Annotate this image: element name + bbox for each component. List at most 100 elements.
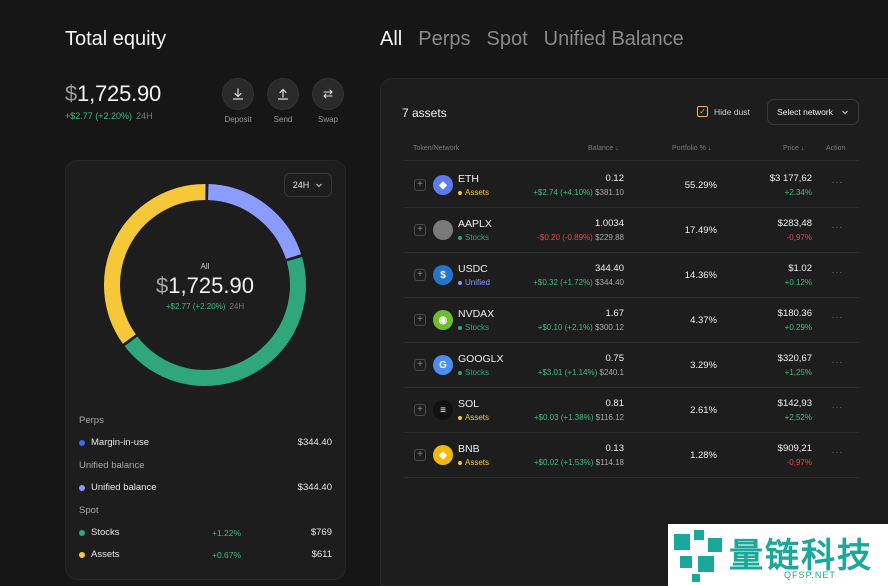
token-category: Assets	[458, 188, 489, 197]
expand-button[interactable]: +	[414, 179, 426, 191]
more-icon[interactable]: ···	[831, 267, 843, 278]
table-row[interactable]: + $ USDC Unified 344.40 +$0.32 (+1.72%) $344.…	[404, 253, 859, 298]
hide-dust-toggle[interactable]: ✓ Hide dust	[697, 106, 750, 117]
legend-heading-perps: Perps	[79, 415, 104, 426]
balance-amount: 0.12	[605, 173, 625, 184]
portfolio-percent: 1.28%	[690, 450, 717, 461]
col-header-token: Token/Network	[413, 145, 460, 152]
price-change: +1,25%	[784, 368, 812, 377]
token-symbol: SOL	[458, 398, 480, 410]
balance-amount: 0.13	[605, 443, 625, 454]
balance-change: +$2.74 (+4.10%) $381.10	[533, 188, 624, 197]
more-icon[interactable]: ···	[831, 402, 843, 413]
deposit-button[interactable]: Deposit	[222, 78, 254, 124]
col-header-balance[interactable]: Balance ↓	[588, 145, 619, 152]
donut-all-label: All	[200, 262, 210, 271]
tab-unified-balance[interactable]: Unified Balance	[543, 28, 684, 50]
token-category: Assets	[458, 458, 489, 467]
col-header-price[interactable]: Price ↓	[783, 145, 805, 152]
col-header-portfolio[interactable]: Portfolio % ↓	[672, 145, 712, 152]
send-label: Send	[273, 115, 293, 124]
send-button[interactable]: Send	[267, 78, 299, 124]
balance-change: +$0.32 (+1.72%) $344.40	[533, 278, 624, 287]
donut-slice-assets	[104, 184, 206, 344]
checkbox-icon[interactable]: ✓	[697, 106, 708, 117]
token-logo-icon: ◆	[433, 175, 453, 195]
token-price: $142,93	[777, 398, 812, 409]
token-category: Assets	[458, 413, 489, 422]
watermark-text: 量链科技	[729, 536, 873, 576]
portfolio-percent: 2.61%	[690, 405, 717, 416]
expand-button[interactable]: +	[414, 314, 426, 326]
table-row[interactable]: + G GOOGLX Stocks 0.75 +$3.01 (+1.14%) $240.1…	[404, 343, 859, 388]
legend-dot	[79, 551, 85, 558]
price-change: +2.34%	[784, 188, 812, 197]
token-price: $283,48	[777, 218, 812, 229]
expand-button[interactable]: +	[414, 449, 426, 461]
balance-amount: 1.67	[605, 308, 625, 319]
balance-change: +$0.02 (+1.53%) $114.18	[533, 458, 624, 467]
table-row[interactable]: + ≡ SOL Assets 0.81 +$0.03 (+1.38%) $116.12 2.…	[404, 388, 859, 433]
legend-dot	[79, 529, 85, 536]
token-price: $180.36	[777, 308, 812, 319]
expand-button[interactable]: +	[414, 359, 426, 371]
expand-button[interactable]: +	[414, 224, 426, 236]
network-select[interactable]: Select network	[767, 99, 859, 125]
token-category: Stocks	[458, 368, 489, 377]
watermark-logo-icon	[674, 530, 722, 582]
donut-change: +$2.77 (+2.20%) 24H	[165, 302, 245, 311]
portfolio-donut-chart	[104, 184, 306, 386]
more-icon[interactable]: ···	[831, 312, 843, 323]
balance-amount: 0.81	[605, 398, 625, 409]
token-logo-icon: $	[433, 265, 453, 285]
token-category: Stocks	[458, 233, 489, 242]
token-symbol: USDC	[458, 263, 488, 275]
token-price: $1.02	[788, 263, 812, 274]
portfolio-percent: 4.37%	[690, 315, 717, 326]
legend-row-assets: Assets +0.67% $611	[79, 549, 332, 560]
swap-button[interactable]: Swap	[312, 78, 344, 124]
tab-perps[interactable]: Perps	[418, 28, 471, 50]
expand-button[interactable]: +	[414, 404, 426, 416]
token-logo-icon: ◈	[433, 445, 453, 465]
price-change: +0.12%	[784, 278, 812, 287]
token-category: Stocks	[458, 323, 489, 332]
chevron-down-icon	[842, 110, 848, 115]
price-change: +0.29%	[784, 323, 812, 332]
price-change: +2,52%	[784, 413, 812, 422]
equity-change: +$2.77 (+2.20%) 24H	[65, 111, 153, 121]
table-row[interactable]: + AAPLX Stocks 1.0034 -$0.20 (-0.89%) $229.8…	[404, 208, 859, 253]
table-row[interactable]: + ◉ NVDAX Stocks 1.67 +$0.10 (+2.1%) $300.12 4…	[404, 298, 859, 343]
token-symbol: BNB	[458, 443, 480, 455]
watermark-url: QFSP.NET	[784, 570, 836, 580]
watermark-box	[668, 524, 888, 586]
more-icon[interactable]: ···	[831, 177, 843, 188]
more-icon[interactable]: ···	[831, 357, 843, 368]
total-equity-value: $1,725.90	[65, 81, 162, 106]
token-logo-icon: ≡	[433, 400, 453, 420]
swap-label: Swap	[317, 115, 339, 124]
token-price: $909,21	[777, 443, 812, 454]
token-symbol: ETH	[458, 173, 479, 185]
tab-spot[interactable]: Spot	[486, 28, 528, 50]
tab-all[interactable]: All	[380, 28, 403, 50]
donut-center: All $1,725.90 +$2.77 (+2.20%) 24H	[120, 262, 290, 311]
more-icon[interactable]: ···	[831, 447, 843, 458]
portfolio-percent: 55.29%	[684, 180, 717, 191]
balance-change: +$3.01 (+1.14%) $240.1	[537, 368, 624, 377]
period-select[interactable]: 24H	[284, 173, 332, 197]
divider	[404, 160, 859, 161]
balance-change: -$0.20 (-0.89%) $229.88	[537, 233, 624, 242]
token-logo-icon: G	[433, 355, 453, 375]
expand-button[interactable]: +	[414, 269, 426, 281]
legend-dot	[79, 484, 85, 491]
more-icon[interactable]: ···	[831, 222, 843, 233]
table-row[interactable]: + ◈ BNB Assets 0.13 +$0.02 (+1.53%) $114.18 1.…	[404, 433, 859, 478]
donut-total: $1,725.90	[156, 273, 254, 298]
donut-slice-stocks	[124, 257, 306, 386]
portfolio-percent: 3.29%	[690, 360, 717, 371]
upload-icon	[277, 88, 289, 100]
table-row[interactable]: + ◆ ETH Assets 0.12 +$2.74 (+4.10%) $381.10 55…	[404, 163, 859, 208]
swap-icon	[323, 89, 333, 99]
legend-dot	[79, 439, 85, 446]
